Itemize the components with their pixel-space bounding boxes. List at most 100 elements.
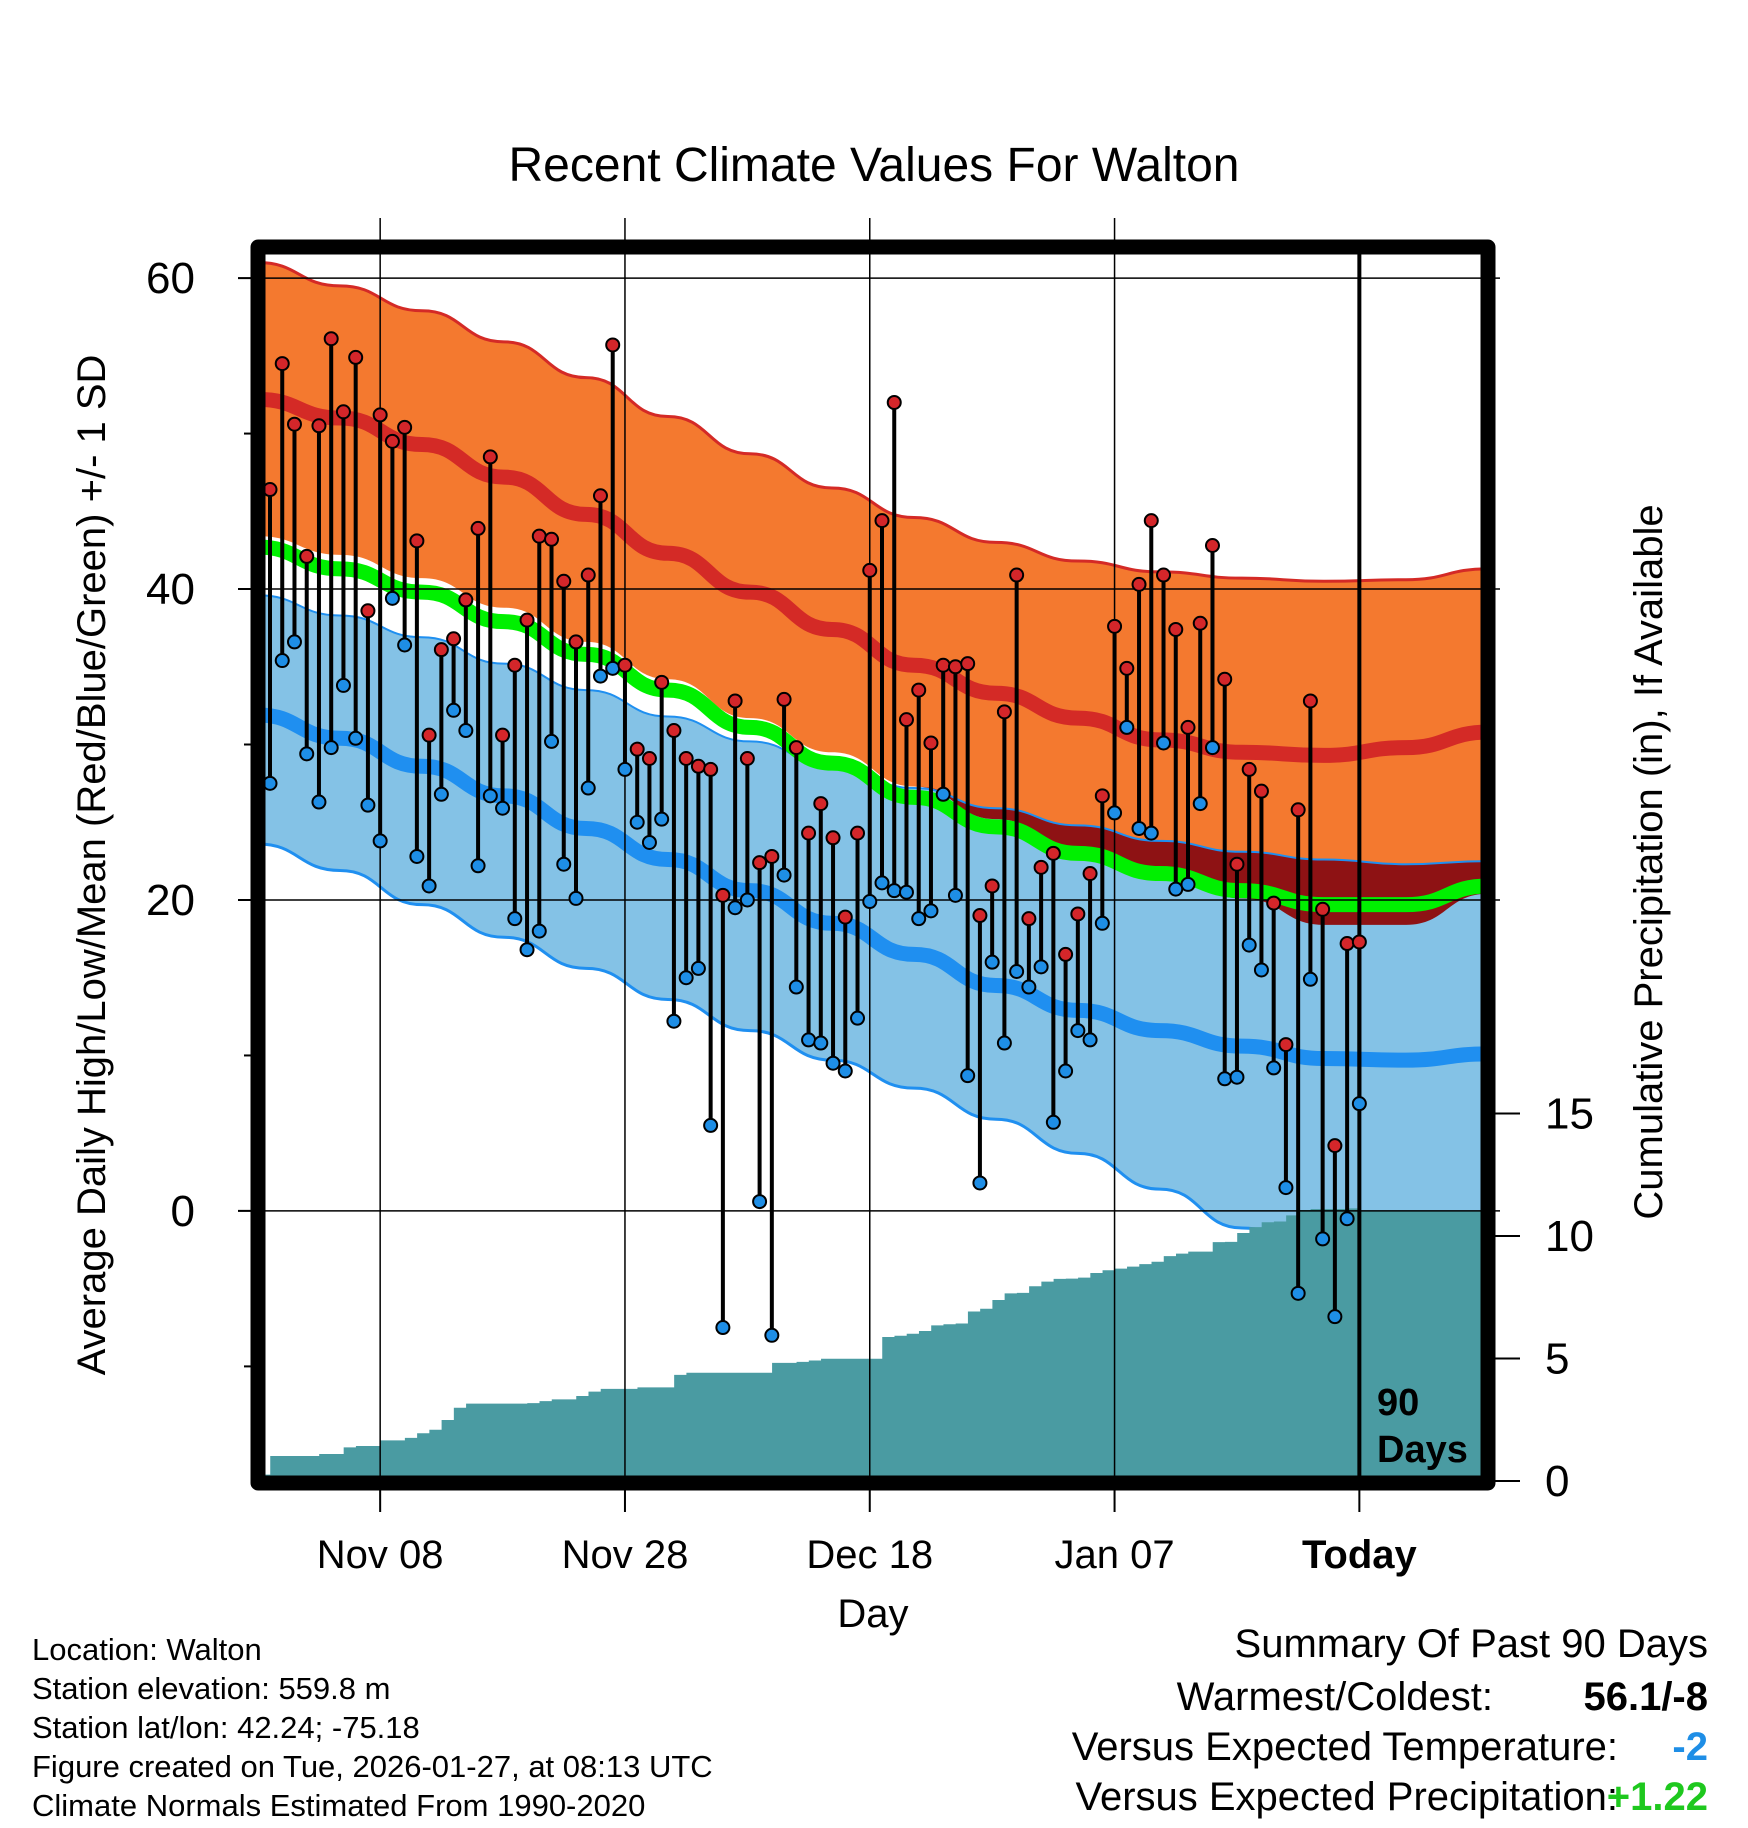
daily-high-point [580, 567, 596, 583]
daily-high-point [397, 419, 413, 435]
daily-high-point [1070, 906, 1086, 922]
daily-low-point [421, 878, 437, 894]
daily-high-point [1266, 895, 1282, 911]
daily-low-point [666, 1013, 682, 1029]
daily-high-point [960, 656, 976, 672]
precip-forward-area [1359, 1210, 1488, 1481]
daily-low-point [384, 590, 400, 606]
daily-high-point [947, 659, 963, 675]
y-left-axis-label: Average Daily High/Low/Mean (Red/Blue/Gr… [70, 355, 114, 1376]
daily-low-point [605, 660, 621, 676]
daily-low-point [323, 740, 339, 756]
daily-high-point [335, 404, 351, 420]
daily-low-point [274, 653, 290, 669]
daily-low-point [1204, 740, 1220, 756]
daily-low-point [801, 1032, 817, 1048]
daily-low-point [898, 884, 914, 900]
daily-low-point [678, 970, 694, 986]
daily-low-point [1107, 805, 1123, 821]
daily-low-point [1082, 1032, 1098, 1048]
y-right-tick-label: 15 [1545, 1090, 1594, 1139]
daily-high-point [470, 520, 486, 536]
daily-low-point [1033, 959, 1049, 975]
daily-high-point [348, 349, 364, 365]
daily-low-point [1339, 1211, 1355, 1227]
daily-high-point [715, 887, 731, 903]
mean-sd-band [258, 536, 1488, 925]
daily-high-point [972, 908, 988, 924]
daily-low-point [580, 780, 596, 796]
daily-high-point [1278, 1037, 1294, 1053]
daily-high-point [690, 758, 706, 774]
high-normal-line [258, 391, 1488, 763]
daily-high-point [654, 674, 670, 690]
x-tick-label: Jan 07 [1055, 1533, 1175, 1577]
axis-ticks [238, 277, 1520, 1512]
daily-low-point [568, 890, 584, 906]
daily-high-point [752, 855, 768, 871]
chart-title: Recent Climate Values For Walton [508, 139, 1240, 192]
daily-high-point [1045, 845, 1061, 861]
daily-low-point [764, 1327, 780, 1343]
daily-high-point [384, 433, 400, 449]
daily-low-point [519, 942, 535, 958]
daily-high-point [592, 488, 608, 504]
daily-low-point [1351, 1096, 1367, 1112]
daily-high-point [776, 691, 792, 707]
daily-low-point [299, 746, 315, 762]
daily-high-point [495, 727, 511, 743]
daily-low-point [1009, 963, 1025, 979]
daily-low-point [470, 858, 486, 874]
x-tick-label: Nov 08 [317, 1533, 444, 1577]
daily-low-point [531, 923, 547, 939]
low-normal-line [258, 707, 1488, 1068]
footer-normals-note: Climate Normals Estimated From 1990-2020 [32, 1788, 646, 1823]
summary-temp-value: -2 [1672, 1725, 1708, 1769]
daily-high-point [1327, 1138, 1343, 1154]
daily-low-point [1143, 825, 1159, 841]
daily-low-point [1045, 1114, 1061, 1130]
daily-high-point [862, 562, 878, 578]
daily-low-point [654, 811, 670, 827]
daily-high-point [1156, 567, 1172, 583]
daily-low-point [1119, 719, 1135, 735]
daily-high-point [1253, 783, 1269, 799]
daily-low-point [727, 900, 743, 916]
daily-high-point [1315, 901, 1331, 917]
x-tick-label: Today [1302, 1533, 1418, 1577]
daily-high-point [1229, 856, 1245, 872]
daily-high-point [886, 394, 902, 410]
plot-frame [250, 239, 1496, 1491]
x-tick-label: Nov 28 [562, 1533, 689, 1577]
daily-high-point [568, 634, 584, 650]
daily-low-point [1266, 1060, 1282, 1076]
daily-low-point [996, 1035, 1012, 1051]
daily-low-point [1253, 962, 1269, 978]
summary-heading: Summary Of Past 90 Days [1234, 1622, 1708, 1666]
summary-warmest-value: 56.1/-8 [1583, 1675, 1708, 1719]
daily-high-point [825, 830, 841, 846]
daily-low-point [1290, 1285, 1306, 1301]
daily-low-point [837, 1063, 853, 1079]
mean-normal-line [258, 539, 1488, 913]
daily-low-point [397, 637, 413, 653]
daily-low-point [311, 794, 327, 810]
daily-high-point [1290, 802, 1306, 818]
daily-low-point [286, 634, 302, 650]
daily-low-point [1241, 937, 1257, 953]
footer-elevation: Station elevation: 559.8 m [32, 1671, 391, 1706]
daily-low-point [739, 892, 755, 908]
daily-low-point [776, 867, 792, 883]
daily-high-point [556, 573, 572, 589]
high-sd-band [258, 262, 1488, 925]
daily-low-point [850, 1010, 866, 1026]
daily-low-point [641, 834, 657, 850]
daily-low-point [862, 894, 878, 910]
daily-high-point [911, 682, 927, 698]
daily-high-point [801, 825, 817, 841]
daily-high-point [935, 657, 951, 673]
x-tick-label: Dec 18 [806, 1533, 933, 1577]
daily-high-point [739, 751, 755, 767]
y-right-axis-label: Cumulative Precipitation (in), If Availa… [1627, 504, 1671, 1219]
